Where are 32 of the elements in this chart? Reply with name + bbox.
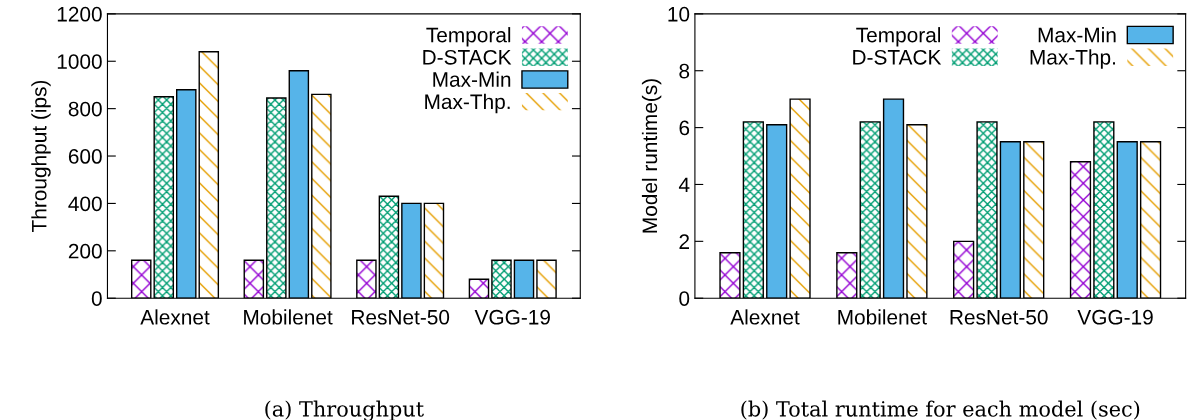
- y-tick-label: 600: [68, 149, 102, 164]
- legend-label: Temporal: [426, 27, 511, 47]
- y-tick-label: 0: [91, 291, 102, 306]
- text: (b) Total runtime for each model (sec): [741, 400, 1140, 420]
- x-tick-label: VGG-19: [1077, 309, 1153, 325]
- y-tick-label: 10: [668, 6, 690, 22]
- legend-label: D-STACK: [423, 49, 512, 65]
- x-tick-label: Mobilenet: [838, 309, 927, 325]
- y-axis-title: Throughput (ips): [31, 80, 51, 232]
- y-tick-label: 1200: [57, 6, 102, 22]
- x-tick-label: Alexnet: [140, 309, 210, 325]
- legend-label: Max-Thp.: [1030, 49, 1115, 69]
- y-tick-label: 200: [68, 243, 102, 259]
- legend-label: Temporal: [856, 27, 941, 47]
- x-tick-label: ResNet-50: [950, 309, 1048, 325]
- x-tick-label: Mobilenet: [244, 309, 333, 325]
- y-tick-label: 0: [679, 291, 690, 306]
- legend-label: Max-Thp.: [425, 93, 510, 114]
- x-tick-label: ResNet-50: [352, 309, 450, 325]
- y-tick-label: 8: [679, 63, 690, 79]
- y-tick-label: 6: [679, 120, 690, 136]
- legend-label: D-STACK: [853, 49, 942, 65]
- y-tick-label: 2: [679, 234, 689, 249]
- legend-label: Max-Min: [1038, 27, 1116, 43]
- legend-label: Max-Min: [433, 71, 511, 87]
- x-tick-label: VGG-19: [474, 309, 550, 325]
- y-tick-label: 800: [68, 101, 102, 117]
- y-tick-label: 4: [678, 177, 690, 193]
- y-tick-label: 400: [68, 196, 102, 212]
- y-axis-title: Model runtime(s): [641, 79, 662, 233]
- x-tick-label: Alexnet: [730, 309, 800, 325]
- y-tick-label: 1000: [57, 54, 102, 69]
